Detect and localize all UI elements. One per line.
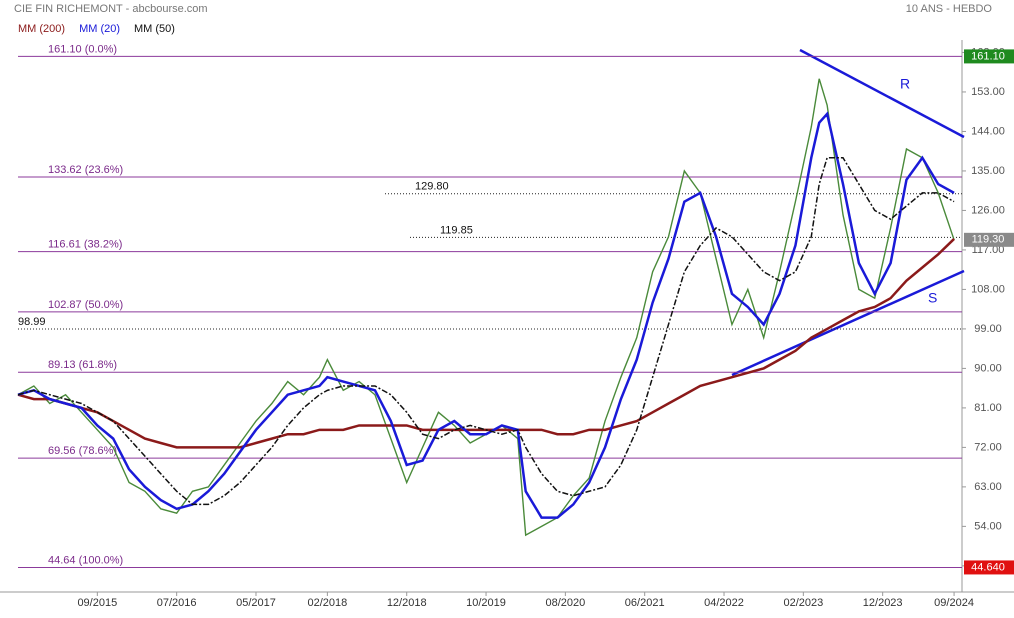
y-tick-label: 63.00 bbox=[974, 481, 1002, 493]
x-tick-label: 04/2022 bbox=[704, 597, 744, 609]
y-tick-label: 81.00 bbox=[974, 402, 1002, 414]
annotation: R bbox=[900, 76, 910, 92]
fib-label: 89.13 (61.8%) bbox=[48, 359, 117, 371]
y-tick-label: 153.00 bbox=[971, 86, 1005, 98]
support-line bbox=[731, 269, 965, 377]
y-tick-label: 144.00 bbox=[971, 125, 1005, 137]
ma-line bbox=[17, 157, 955, 506]
x-tick-label: 06/2021 bbox=[625, 597, 665, 609]
resistance-line bbox=[799, 48, 965, 139]
price-tag bbox=[964, 560, 1014, 575]
x-tick-label: 02/2018 bbox=[307, 597, 347, 609]
annotation: S bbox=[928, 290, 937, 306]
y-tick-label: 72.00 bbox=[974, 441, 1002, 453]
fib-label: 102.87 (50.0%) bbox=[48, 299, 123, 311]
x-tick-label: 09/2024 bbox=[934, 597, 974, 609]
price-tag-label: 161.10 bbox=[971, 50, 1005, 62]
fib-label: 133.62 (23.6%) bbox=[48, 164, 123, 176]
chart-title: CIE FIN RICHEMONT - abcbourse.com bbox=[14, 3, 208, 15]
legend-entry: MM (200) bbox=[18, 23, 65, 35]
y-tick-label: 99.00 bbox=[974, 323, 1002, 335]
x-tick-label: 12/2023 bbox=[863, 597, 903, 609]
chart-subtitle: 10 ANS - HEBDO bbox=[906, 3, 993, 15]
x-tick-label: 02/2023 bbox=[783, 597, 823, 609]
y-tick-label: 135.00 bbox=[971, 165, 1005, 177]
x-tick-label: 09/2015 bbox=[77, 597, 117, 609]
y-tick-label: 108.00 bbox=[971, 283, 1005, 295]
y-tick-label: 54.00 bbox=[974, 520, 1002, 532]
level-label: 129.80 bbox=[415, 181, 449, 193]
x-tick-label: 12/2018 bbox=[387, 597, 427, 609]
x-tick-label: 07/2016 bbox=[157, 597, 197, 609]
legend-entry: MM (50) bbox=[134, 23, 175, 35]
fib-label: 69.56 (78.6%) bbox=[48, 445, 117, 457]
x-tick-label: 10/2019 bbox=[466, 597, 506, 609]
price-tag bbox=[964, 232, 1014, 247]
level-label: 119.85 bbox=[440, 224, 473, 236]
level-label: 98.99 bbox=[18, 316, 46, 328]
price-tag-label: 44.640 bbox=[971, 561, 1005, 573]
fib-label: 44.64 (100.0%) bbox=[48, 554, 123, 566]
ma-line bbox=[17, 111, 955, 519]
x-tick-label: 08/2020 bbox=[545, 597, 585, 609]
price-tag-label: 119.30 bbox=[972, 234, 1005, 246]
legend-entry: MM (20) bbox=[79, 23, 120, 35]
fib-label: 116.61 (38.2%) bbox=[48, 239, 122, 251]
y-tick-label: 90.00 bbox=[974, 362, 1002, 374]
fib-label: 161.10 (0.0%) bbox=[48, 43, 117, 55]
x-tick-label: 05/2017 bbox=[236, 597, 276, 609]
price-tag bbox=[964, 49, 1014, 64]
y-tick-label: 126.00 bbox=[971, 204, 1005, 216]
